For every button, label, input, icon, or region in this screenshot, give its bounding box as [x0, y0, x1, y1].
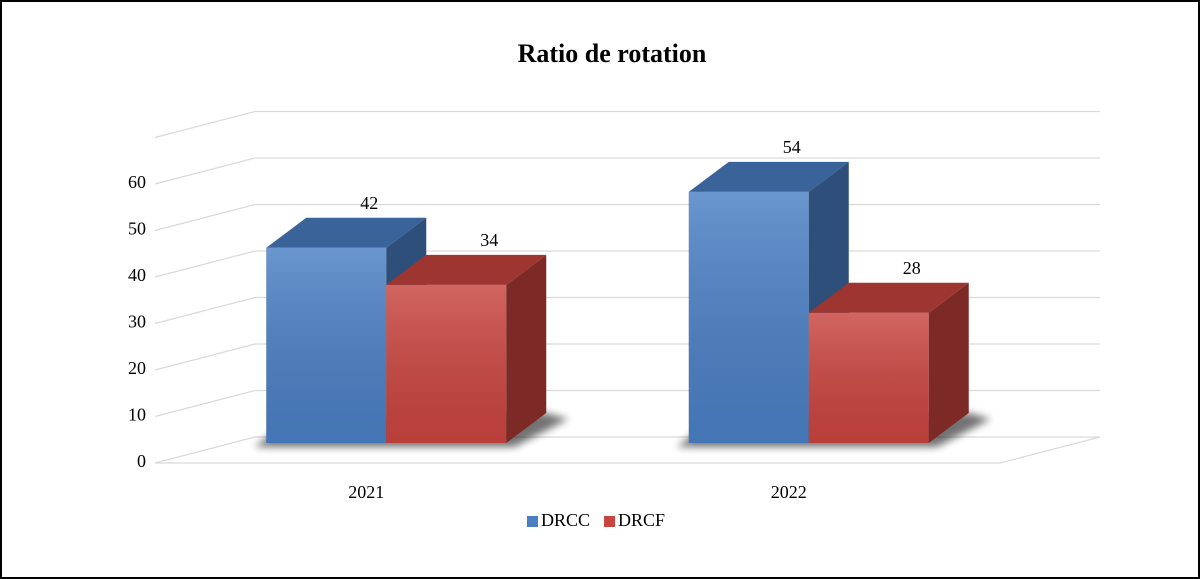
bar-top	[266, 217, 427, 248]
y-tick-label: 50	[128, 219, 146, 239]
grid-line	[154, 110, 1100, 139]
bar-sheen	[808, 312, 929, 443]
chart-title: Ratio de rotation	[518, 39, 707, 68]
x-tick-label: 2022	[771, 482, 807, 502]
data-label: 34	[480, 230, 498, 250]
y-tick-label: 0	[137, 451, 146, 471]
y-tick-label: 40	[128, 265, 146, 285]
legend-label: DRCF	[618, 510, 665, 530]
bar-side	[928, 282, 969, 443]
y-tick-label: 20	[128, 358, 146, 378]
floor-edge	[155, 436, 1101, 464]
y-tick-label: 30	[128, 312, 146, 332]
x-tick-label: 2021	[348, 482, 384, 502]
bar-sheen	[386, 284, 507, 443]
data-label: 54	[783, 137, 801, 157]
bar-top	[808, 282, 969, 313]
y-tick-label: 10	[128, 405, 146, 425]
legend-swatch	[604, 516, 616, 527]
bar-side	[506, 254, 547, 443]
data-label: 42	[360, 193, 378, 213]
bar-sheen	[266, 247, 387, 443]
legend-label: DRCC	[541, 510, 590, 530]
y-tick-label: 60	[128, 172, 146, 192]
bar-sheen	[688, 191, 809, 443]
legend-swatch	[527, 516, 538, 527]
grid-line	[154, 157, 1100, 185]
bar-top	[386, 254, 547, 285]
plot: 0 10 20 30 40 50 60 2021 42 34 2022 54 28 DRCC DRCF	[128, 110, 1101, 530]
data-label: 28	[903, 258, 921, 278]
bar-top	[688, 161, 849, 192]
